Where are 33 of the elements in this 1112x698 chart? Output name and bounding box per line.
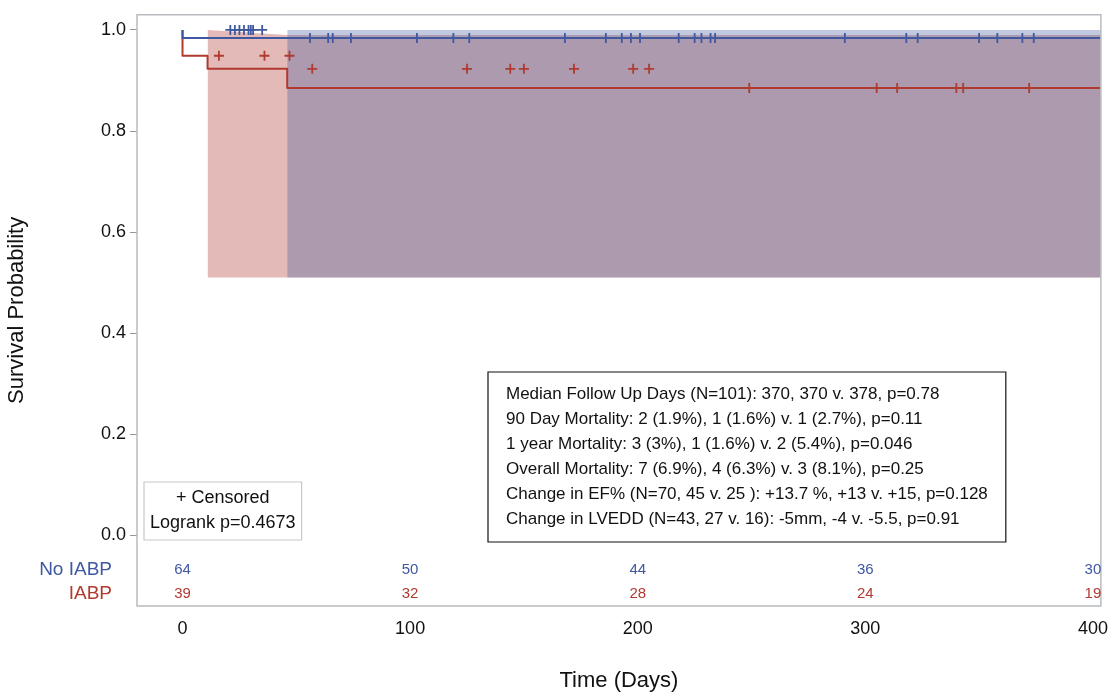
annotation: 32 bbox=[401, 584, 419, 602]
y-tick-label: 0.8 bbox=[100, 119, 126, 140]
annotation: 36 bbox=[856, 560, 874, 578]
annotation: 28 bbox=[629, 584, 647, 602]
annotation: 50 bbox=[401, 560, 419, 578]
annotation: 24 bbox=[856, 584, 874, 602]
annotation: Change in EF% (N=70, 45 v. 25 ): +13.7 %, +13 v. +15, p=0.128 bbox=[506, 483, 988, 503]
y-tick-label: 0.0 bbox=[100, 524, 126, 545]
annotation: 64 bbox=[174, 560, 191, 578]
x-tick-label: 300 bbox=[850, 617, 881, 638]
annotation: 90 Day Mortality: 2 (1.9%), 1 (1.6%) v. 1 (2.7%), p=0.11 bbox=[506, 408, 923, 428]
annotation: Logrank p=0.4673 bbox=[149, 511, 296, 532]
x-tick-label: 200 bbox=[622, 617, 653, 638]
text: IABP bbox=[68, 582, 112, 604]
y-tick-label: 0.2 bbox=[100, 423, 126, 444]
x-tick-label: 400 bbox=[1077, 617, 1108, 638]
y-tick-label: 1.0 bbox=[100, 18, 126, 39]
annotation: Change in LVEDD (N=43, 27 v. 16): -5mm, -4 v. -5.5, p=0.91 bbox=[506, 508, 960, 528]
annotation: 44 bbox=[629, 560, 647, 578]
annotation: 39 bbox=[174, 584, 191, 602]
y-tick-label: 0.4 bbox=[100, 322, 126, 343]
annotation: Median Follow Up Days (N=101): 370, 370 v. 378, p=0.78 bbox=[506, 383, 940, 403]
annotation: 30 bbox=[1084, 560, 1102, 578]
x-tick-label: 0 bbox=[177, 617, 188, 638]
y-axis-title: Survival Probability bbox=[3, 216, 29, 404]
annotation: 1 year Mortality: 3 (3%), 1 (1.6%) v. 2 (5.4%), p=0.046 bbox=[506, 433, 913, 453]
x-axis-title: Time (Days) bbox=[559, 666, 679, 692]
annotation: Overall Mortality: 7 (6.9%), 4 (6.3%) v. 3 (8.1%), p=0.25 bbox=[506, 458, 924, 478]
annotation: + Censored bbox=[176, 486, 270, 507]
x-tick-label: 100 bbox=[395, 617, 426, 638]
y-tick-label: 0.6 bbox=[100, 221, 126, 242]
annotation: 19 bbox=[1084, 584, 1102, 602]
text: No IABP bbox=[39, 558, 112, 580]
